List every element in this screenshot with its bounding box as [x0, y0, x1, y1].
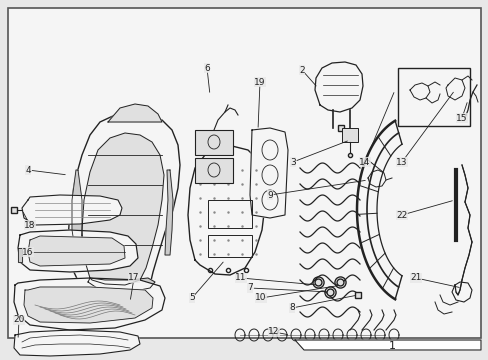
- Polygon shape: [18, 248, 22, 262]
- Text: 22: 22: [396, 211, 407, 220]
- Bar: [207, 235, 251, 257]
- Bar: [397, 68, 469, 126]
- Polygon shape: [72, 170, 82, 255]
- Text: 10: 10: [255, 293, 266, 302]
- Text: 15: 15: [455, 113, 467, 122]
- Polygon shape: [18, 230, 138, 272]
- Text: 3: 3: [289, 158, 295, 166]
- Polygon shape: [82, 133, 163, 285]
- Text: 11: 11: [235, 274, 246, 283]
- Text: 13: 13: [395, 158, 407, 166]
- Polygon shape: [28, 236, 125, 266]
- Text: 5: 5: [189, 293, 195, 302]
- Polygon shape: [164, 170, 173, 255]
- Text: 2: 2: [299, 66, 304, 75]
- Polygon shape: [249, 128, 287, 218]
- Text: 21: 21: [409, 274, 421, 283]
- Polygon shape: [14, 330, 140, 356]
- Text: 20: 20: [13, 315, 24, 324]
- Text: 8: 8: [288, 303, 294, 312]
- Polygon shape: [22, 195, 122, 225]
- Bar: [341, 128, 357, 142]
- Bar: [195, 130, 232, 155]
- Text: 9: 9: [266, 190, 272, 199]
- Text: 18: 18: [24, 220, 36, 230]
- Text: 14: 14: [359, 158, 370, 166]
- Polygon shape: [294, 340, 480, 350]
- Text: 6: 6: [203, 63, 209, 72]
- Text: 1: 1: [387, 341, 395, 351]
- Text: 16: 16: [22, 248, 34, 257]
- Text: 19: 19: [254, 77, 265, 86]
- Polygon shape: [14, 278, 164, 330]
- Polygon shape: [88, 278, 155, 292]
- Bar: [195, 158, 232, 183]
- Text: 12: 12: [268, 328, 279, 337]
- Bar: [207, 200, 251, 228]
- Text: 7: 7: [246, 284, 252, 292]
- Polygon shape: [68, 113, 180, 292]
- Polygon shape: [24, 287, 153, 323]
- Text: 17: 17: [128, 274, 140, 283]
- Polygon shape: [314, 62, 362, 112]
- Text: 4: 4: [25, 166, 31, 175]
- Polygon shape: [108, 104, 162, 122]
- Polygon shape: [187, 146, 264, 275]
